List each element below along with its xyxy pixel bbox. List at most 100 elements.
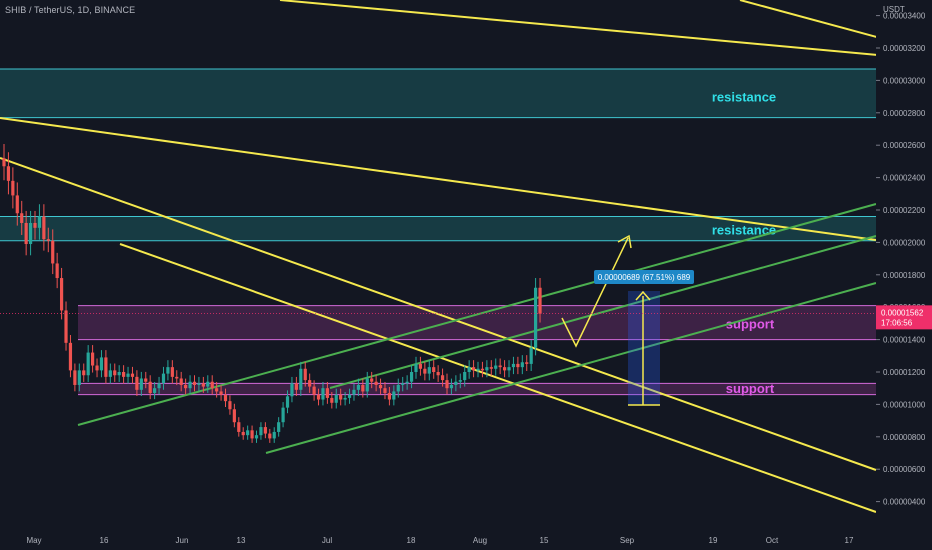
- candle-body: [250, 430, 254, 439]
- candle-body: [6, 166, 11, 181]
- x-tick-label: May: [26, 536, 41, 545]
- candle-body: [11, 180, 15, 196]
- candle-body: [365, 378, 369, 392]
- x-tick-label: 19: [709, 536, 718, 545]
- y-tick-label: 0.00001000: [883, 400, 926, 409]
- x-tick-label: 13: [237, 536, 246, 545]
- candle-body: [28, 222, 33, 245]
- candle-body: [308, 380, 312, 387]
- candle-body: [237, 422, 241, 432]
- candle-body: [467, 367, 471, 372]
- candle-body: [525, 362, 529, 364]
- candle-body: [387, 393, 392, 400]
- candle-body: [179, 378, 183, 385]
- candle-body: [210, 381, 214, 389]
- candle-body: [263, 427, 267, 434]
- zone-resistance-0: [0, 69, 876, 118]
- candle-body: [405, 381, 409, 384]
- candle-body: [153, 388, 157, 394]
- candle-body: [432, 367, 436, 372]
- current-price-label: 0.00001562: [881, 308, 924, 317]
- candle-body: [516, 363, 520, 368]
- y-tick-label: 0.00003000: [883, 76, 926, 85]
- candle-body: [485, 367, 489, 371]
- candle-body: [104, 357, 108, 377]
- candle-body: [73, 370, 77, 385]
- y-tick-label: 0.00001800: [883, 271, 926, 280]
- zone-label-2: support: [726, 316, 775, 331]
- candle-body: [347, 394, 352, 398]
- y-tick-label: 0.00002200: [883, 206, 926, 215]
- y-tick-label: 0.00000800: [883, 433, 926, 442]
- candle-body: [409, 372, 414, 382]
- zone-label-0: resistance: [712, 90, 776, 105]
- candle-body: [476, 368, 480, 371]
- candle-body: [64, 310, 68, 343]
- candle-body: [436, 372, 440, 376]
- candle-body: [148, 381, 152, 394]
- candle-body: [20, 213, 24, 223]
- candle-body: [15, 195, 19, 214]
- candle-body: [215, 388, 219, 392]
- candles-layer: [2, 143, 542, 443]
- zone-label-3: support: [726, 381, 775, 396]
- candle-body: [232, 409, 236, 423]
- candle-body: [330, 397, 334, 403]
- measure-arrowhead: [635, 290, 651, 301]
- x-tick-label: Oct: [766, 536, 779, 545]
- candle-body: [113, 370, 117, 376]
- candle-body: [414, 363, 418, 372]
- y-tick-label: 0.00002000: [883, 238, 926, 247]
- candle-body: [130, 373, 135, 377]
- candle-body: [259, 427, 263, 436]
- candle-body: [489, 367, 493, 369]
- measure-label-bg: [594, 270, 694, 284]
- x-tick-label: Aug: [473, 536, 487, 545]
- candle-body: [339, 394, 343, 400]
- candle-body: [184, 384, 188, 389]
- y-tick-label: 0.00002800: [883, 109, 926, 118]
- candle-body: [356, 384, 360, 390]
- candle-body: [241, 431, 245, 436]
- candle-body: [68, 342, 73, 371]
- candle-body: [42, 216, 46, 240]
- candle-body: [370, 378, 374, 382]
- candle-body: [374, 381, 378, 385]
- candle-body: [175, 376, 179, 379]
- x-tick-label: Jul: [322, 536, 332, 545]
- y-tick-label: 0.00002600: [883, 141, 926, 150]
- zones-layer: resistance resistance support support: [0, 68, 876, 396]
- candle-body: [86, 352, 90, 376]
- candle-body: [480, 368, 485, 371]
- candle-body: [37, 216, 42, 228]
- candle-body: [122, 372, 126, 377]
- candle-body: [170, 367, 174, 377]
- candle-body: [206, 381, 210, 387]
- annotations-layer: 0.00000689 (67.51%) 689: [0, 234, 876, 406]
- candle-body: [418, 363, 423, 369]
- current-price-tag: [876, 305, 932, 330]
- candle-body: [321, 388, 325, 400]
- x-tick-label: 17: [845, 536, 854, 545]
- candle-body: [454, 381, 458, 385]
- y-tick-label: 0.00001200: [883, 368, 926, 377]
- measure-box: [628, 291, 660, 405]
- x-tick-label: 15: [540, 536, 549, 545]
- projection-arrowhead: [617, 234, 632, 249]
- candle-body: [46, 239, 50, 241]
- y-axis-panel[interactable]: [876, 0, 932, 550]
- x-axis-panel[interactable]: [0, 531, 876, 550]
- candle-body: [290, 383, 294, 397]
- yellow-trendline-1: [0, 117, 877, 241]
- candle-body: [463, 372, 467, 381]
- candle-body: [440, 375, 445, 381]
- measure-label: 0.00000689 (67.51%) 689: [598, 273, 691, 282]
- candle-body: [294, 383, 298, 390]
- candle-body: [316, 394, 321, 400]
- candle-body: [192, 381, 197, 385]
- x-tick-label: 18: [407, 536, 416, 545]
- zone-support-2: [78, 305, 876, 340]
- candle-body: [529, 347, 533, 364]
- candle-body: [449, 384, 454, 389]
